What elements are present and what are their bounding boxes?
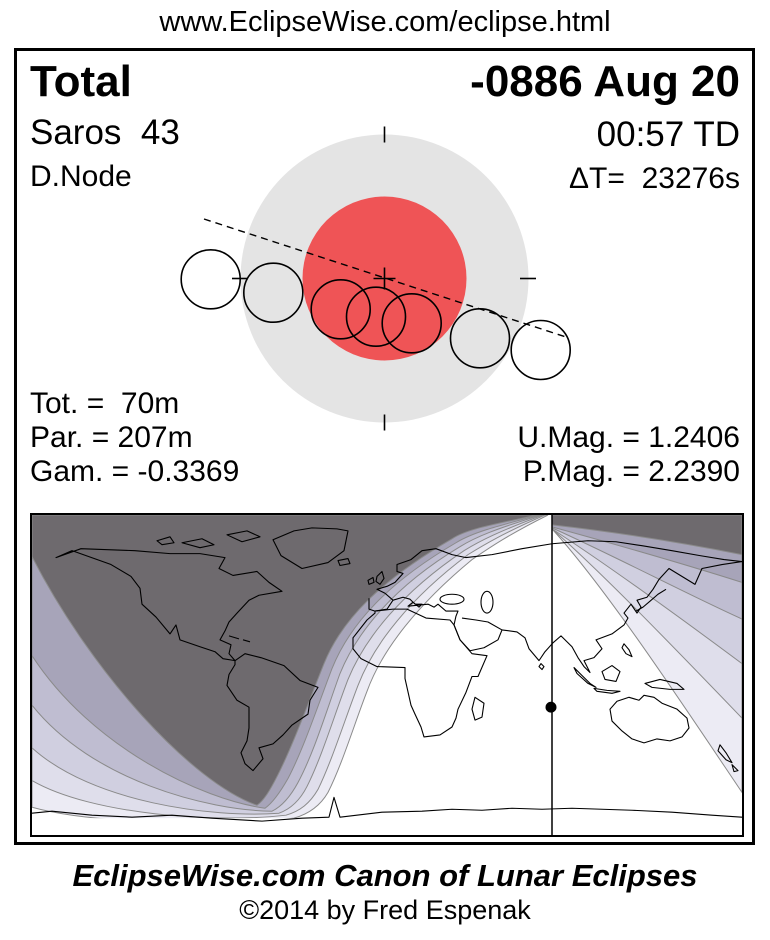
visibility-map (31, 514, 743, 835)
penumbral-magnitude: P.Mag. = 2.2390 (522, 455, 740, 488)
coast-south-east-asia (501, 561, 743, 674)
gamma-value: Gam. = -0.3369 (30, 455, 240, 488)
coast-british-isles (367, 570, 385, 585)
partial-duration: Par. = 207m (30, 421, 193, 454)
visibility-map-frame (30, 513, 744, 837)
moon-contact-u1 (242, 262, 304, 323)
coast-madagascar (471, 696, 485, 721)
greatest-eclipse-time: 00:57 TD (596, 115, 740, 154)
visibility-bands-right (551, 514, 743, 795)
umbral-magnitude: U.Mag. = 1.2406 (517, 421, 740, 454)
black-sea (439, 593, 465, 605)
coast-mediterranean (392, 596, 459, 626)
coast-sri-lanka (538, 663, 545, 671)
coast-australia (609, 694, 690, 744)
coast-africa (352, 608, 488, 738)
node-label: D.Node (30, 160, 132, 193)
totality-duration: Tot. = 70m (30, 387, 180, 420)
coast-north-america (55, 548, 283, 662)
moon-contact-p4 (510, 319, 572, 381)
coast-antarctica (31, 796, 743, 822)
moon-greatest-eclipse (345, 286, 407, 348)
eclipse-date-label: -0886 Aug 20 (470, 57, 740, 106)
sub-lunar-point-dot (545, 701, 557, 713)
coast-caribbean (228, 635, 251, 643)
visibility-bands-left (31, 514, 549, 824)
shadow-center-cross (373, 267, 396, 290)
footer-title: EclipseWise.com Canon of Lunar Eclipses (72, 858, 698, 893)
delta-t-label: ΔT= 23276s (569, 162, 740, 195)
eclipse-type-label: Total (30, 57, 132, 106)
footer-copyright: ©2014 by Fred Espenak (239, 895, 531, 925)
moon-contact-u3 (381, 292, 443, 354)
coast-europe-north-asia (368, 540, 743, 612)
coast-japan (635, 588, 667, 612)
coast-iceland (337, 558, 351, 567)
night-zone-eclipse-visible (31, 514, 538, 806)
coast-south-america (226, 653, 319, 772)
moon-contact-p1 (180, 249, 241, 310)
ecliptic-dashed-line (203, 218, 567, 338)
coast-indonesia (573, 643, 685, 694)
url-header[interactable]: www.EclipseWise.com/eclipse.html (159, 6, 611, 38)
moon-contact-u2 (310, 278, 372, 340)
night-zone-right (551, 514, 743, 556)
coast-new-zealand (717, 744, 739, 773)
moon-contact-circles (180, 249, 572, 381)
saros-label: Saros 43 (30, 113, 180, 152)
coast-arabia (453, 617, 503, 652)
coast-arctic-islands (156, 530, 261, 549)
moon-contact-u4 (449, 307, 511, 369)
coastlines (31, 527, 743, 822)
caspian-sea (480, 590, 494, 614)
eclipse-geometry-diagram (180, 126, 572, 431)
antarctic-strip (32, 818, 742, 835)
eclipse-card: Total -0886 Aug 20 Saros 43 00:57 TD D.N… (14, 48, 755, 845)
coast-greenland (272, 527, 349, 570)
